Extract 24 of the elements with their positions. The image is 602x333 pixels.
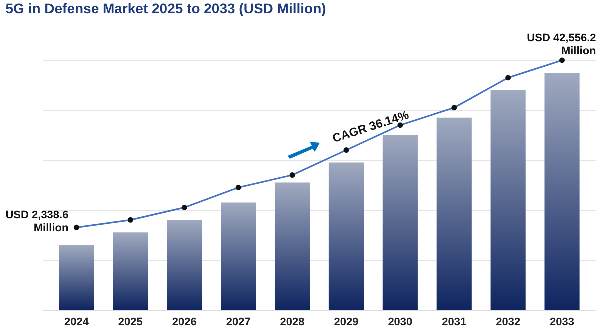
x-tick-label: 2026 — [172, 316, 197, 328]
x-tick-label: 2030 — [388, 316, 413, 328]
x-tick-label: 2029 — [334, 316, 359, 328]
bar — [490, 90, 526, 310]
bar — [328, 162, 364, 310]
bar — [59, 245, 94, 310]
x-tick-label: 2033 — [550, 316, 575, 328]
text: USD 42,556.2 Million — [527, 32, 597, 58]
bar — [544, 72, 580, 310]
annotation: CAGR 36.14% — [330, 108, 411, 146]
x-tick-label: 2025 — [118, 316, 143, 328]
x-tick-label: 2031 — [442, 316, 467, 328]
annotation: USD 2,338.6 Million — [6, 210, 69, 235]
chart-title: 5G in Defense Market 2025 to 2033 (USD Million) — [6, 0, 326, 16]
bar — [436, 118, 472, 310]
bar — [167, 220, 202, 310]
x-tick-label: 2027 — [226, 316, 251, 328]
x-tick-label: 2024 — [64, 316, 90, 328]
bar — [274, 182, 310, 310]
bar — [382, 135, 418, 310]
x-tick-label: 2028 — [280, 316, 305, 328]
bar — [113, 232, 148, 310]
x-tick-label: 2032 — [496, 316, 521, 328]
bar — [221, 202, 256, 310]
